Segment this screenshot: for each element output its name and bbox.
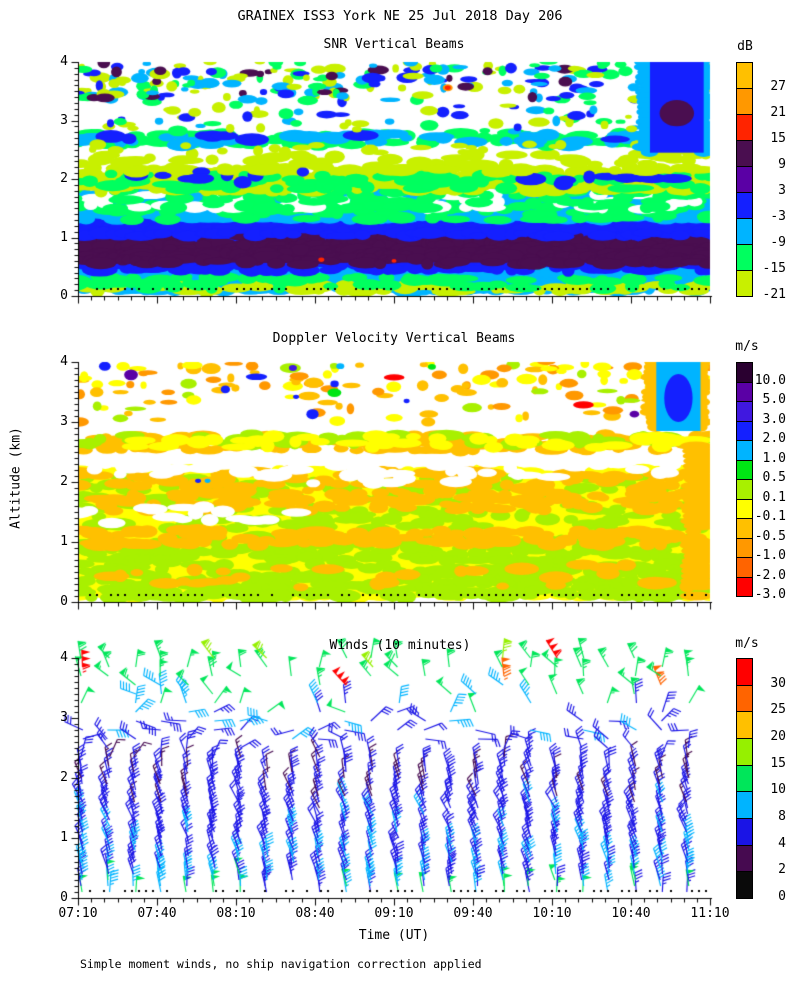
y-tick-label: 2 bbox=[60, 770, 68, 785]
winds-colorbar-label: 25 bbox=[770, 702, 786, 718]
doppler-colorbar-segment bbox=[736, 459, 753, 480]
x-tick-label: 10:40 bbox=[611, 906, 651, 921]
doppler-colorbar-label: -0.1 bbox=[754, 509, 786, 524]
doppler-colorbar-segment bbox=[736, 381, 753, 402]
doppler-colorbar-segment bbox=[736, 537, 753, 558]
x-tick-label: 08:10 bbox=[216, 906, 256, 921]
snr-colorbar-label: 3 bbox=[778, 183, 786, 198]
winds-colorbar-segment bbox=[736, 818, 753, 846]
y-tick-label: 0 bbox=[60, 288, 68, 303]
doppler-colorbar-segment bbox=[736, 401, 753, 422]
doppler-colorbar-segment bbox=[736, 440, 753, 461]
winds-colorbar-segment bbox=[736, 738, 753, 766]
winds-colorbar-segment bbox=[736, 844, 753, 873]
winds-colorbar-segment bbox=[736, 871, 753, 899]
snr-colorbar-label: -9 bbox=[770, 235, 786, 250]
x-axis-label: Time (UT) bbox=[358, 928, 430, 943]
winds-colorbar-label: 0 bbox=[778, 889, 786, 904]
y-tick-label: 4 bbox=[60, 650, 68, 665]
winds-colorbar-segment bbox=[736, 684, 753, 713]
snr-colorbar-label: 27 bbox=[770, 79, 786, 94]
y-tick-label: 3 bbox=[60, 710, 68, 725]
x-tick-label: 11:10 bbox=[690, 906, 730, 921]
x-tick-label: 07:40 bbox=[137, 906, 177, 921]
winds-colorbar-segment bbox=[736, 791, 753, 819]
snr-colorbar-segment bbox=[736, 114, 753, 141]
snr-colorbar-segment bbox=[736, 88, 753, 115]
snr-colorbar-segment bbox=[736, 62, 753, 89]
winds-colorbar-label: 15 bbox=[770, 755, 786, 771]
winds-colorbar-label: 8 bbox=[778, 809, 786, 824]
doppler-colorbar-label: 0.5 bbox=[762, 470, 786, 485]
winds-panel-title: Winds (10 minutes) bbox=[329, 638, 471, 653]
y-tick-label: 0 bbox=[60, 890, 68, 905]
doppler-colorbar-segment bbox=[736, 576, 753, 597]
x-tick-label: 08:40 bbox=[295, 906, 335, 921]
winds-colorbar-segment bbox=[736, 658, 753, 686]
doppler-colorbar-label: 1.0 bbox=[762, 450, 786, 466]
doppler-colorbar-segment bbox=[736, 420, 753, 441]
snr-colorbar-label: 15 bbox=[770, 131, 786, 146]
y-tick-label: 1 bbox=[60, 830, 68, 845]
winds-colorbar-segment bbox=[736, 764, 753, 793]
snr-colorbar-segment bbox=[736, 166, 753, 193]
doppler-colorbar-segment bbox=[736, 557, 753, 578]
x-tick-label: 07:10 bbox=[58, 906, 98, 921]
doppler-colorbar-label: 3.0 bbox=[762, 411, 786, 427]
y-tick-label: 1 bbox=[60, 534, 68, 549]
doppler-colorbar-label: 2.0 bbox=[762, 431, 786, 446]
doppler-colorbar-label: 0.1 bbox=[762, 489, 786, 505]
snr-colorbar-label: -21 bbox=[762, 287, 786, 302]
snr-colorbar-label: 9 bbox=[778, 157, 786, 172]
winds-colorbar-units: m/s bbox=[735, 636, 759, 651]
y-tick-label: 1 bbox=[60, 229, 68, 245]
snr-colorbar-label: 21 bbox=[770, 105, 786, 120]
snr-colorbar-label: -3 bbox=[770, 209, 786, 224]
doppler-colorbar-segment bbox=[736, 518, 753, 539]
doppler-colorbar-segment bbox=[736, 498, 753, 519]
doppler-colorbar-label: 10.0 bbox=[754, 372, 786, 388]
y-tick-label: 4 bbox=[60, 354, 68, 369]
doppler-colorbar-segment bbox=[736, 362, 753, 383]
doppler-colorbar-segment bbox=[736, 479, 753, 500]
snr-colorbar-segment bbox=[736, 140, 753, 167]
winds-colorbar-segment bbox=[736, 711, 753, 739]
x-tick-label: 09:40 bbox=[453, 906, 493, 921]
doppler-colorbar-label: -3.0 bbox=[754, 587, 786, 602]
y-tick-label: 0 bbox=[60, 594, 68, 609]
x-tick-label: 09:10 bbox=[374, 906, 414, 921]
y-axis-label: Altitude (km) bbox=[8, 427, 24, 529]
doppler-colorbar-label: 5.0 bbox=[762, 392, 786, 407]
snr-panel-title: SNR Vertical Beams bbox=[323, 37, 465, 52]
winds-colorbar-label: 20 bbox=[770, 729, 786, 744]
snr-colorbar-segment bbox=[736, 244, 753, 271]
doppler-colorbar-label: -2.0 bbox=[754, 567, 786, 583]
doppler-colorbar-label: -1.0 bbox=[754, 548, 786, 563]
y-tick-label: 4 bbox=[60, 54, 68, 69]
y-tick-label: 2 bbox=[60, 474, 68, 489]
y-tick-label: 3 bbox=[60, 414, 68, 429]
winds-colorbar-label: 2 bbox=[778, 862, 786, 878]
doppler-panel-title: Doppler Velocity Vertical Beams bbox=[272, 331, 516, 346]
caption: Simple moment winds, no ship navigation … bbox=[80, 957, 482, 971]
doppler-colorbar-units: m/s bbox=[735, 339, 759, 354]
snr-colorbar-units: dB bbox=[737, 39, 753, 54]
y-tick-label: 2 bbox=[60, 171, 68, 186]
winds-colorbar-label: 30 bbox=[770, 675, 786, 691]
x-tick-label: 10:10 bbox=[532, 906, 572, 921]
snr-colorbar-segment bbox=[736, 218, 753, 245]
snr-colorbar-label: -15 bbox=[762, 261, 786, 276]
winds-colorbar-label: 10 bbox=[770, 782, 786, 798]
y-tick-label: 3 bbox=[60, 112, 68, 128]
figure-title: GRAINEX ISS3 York NE 25 Jul 2018 Day 206 bbox=[237, 8, 563, 24]
snr-colorbar-segment bbox=[736, 270, 753, 297]
snr-colorbar-segment bbox=[736, 192, 753, 219]
winds-colorbar-label: 4 bbox=[778, 835, 786, 851]
doppler-colorbar-label: -0.5 bbox=[754, 528, 786, 544]
